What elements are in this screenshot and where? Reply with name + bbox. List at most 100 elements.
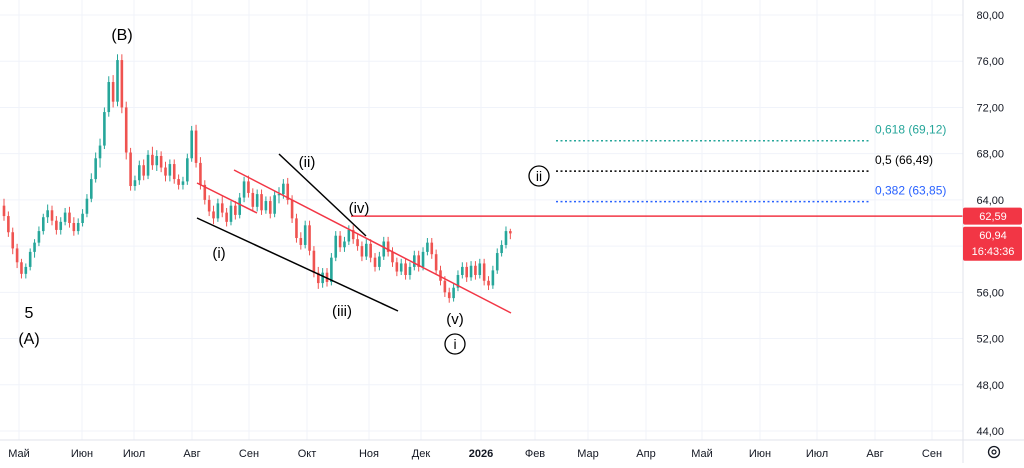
candle	[20, 258, 23, 279]
candle	[360, 241, 364, 262]
svg-text:i: i	[453, 336, 456, 352]
candle	[325, 268, 329, 287]
candle	[7, 211, 10, 237]
candle	[72, 217, 76, 236]
candle	[399, 258, 403, 275]
candle	[207, 195, 211, 217]
fib-level-label: 0,382 (63,85)	[875, 184, 946, 198]
last-price-badge: 60,94 16:43:36	[963, 226, 1022, 261]
candle	[277, 187, 281, 204]
candle	[203, 180, 207, 205]
price-tick-label: 80,00	[976, 10, 1004, 22]
candle	[41, 213, 45, 235]
candle	[63, 207, 67, 226]
candle	[378, 251, 381, 271]
price-tick-label: 64,00	[976, 195, 1004, 207]
candle	[98, 138, 102, 168]
time-tick-label: Июн	[749, 448, 771, 460]
candle	[500, 240, 503, 257]
candle	[482, 258, 486, 286]
time-tick-label: Сен	[922, 448, 942, 460]
candle	[81, 209, 84, 227]
candle	[439, 265, 442, 286]
candle	[495, 248, 499, 274]
time-tick-label: Сен	[239, 448, 259, 460]
candle	[303, 220, 307, 249]
candle	[247, 175, 250, 198]
price-line-badge: 62,59	[963, 207, 1022, 225]
candle	[469, 261, 473, 281]
price-tick-label: 44,00	[976, 426, 1004, 438]
wave-label-ii-circled: ii	[528, 165, 550, 187]
candle	[509, 228, 512, 240]
candle	[159, 151, 163, 173]
candle	[386, 236, 390, 257]
time-tick-label: 2026	[469, 448, 493, 460]
candle	[369, 239, 372, 263]
candle	[356, 234, 359, 251]
candle	[85, 194, 89, 218]
fib-level-label: 0,5 (66,49)	[875, 153, 933, 167]
time-tick-label: Фев	[525, 448, 545, 460]
badge-price-text: 62,59	[979, 211, 1007, 223]
candle	[295, 213, 298, 243]
candle	[94, 152, 97, 183]
time-tick-label: Ноя	[359, 448, 379, 460]
candle	[229, 201, 233, 226]
candle	[316, 266, 320, 289]
candle	[50, 205, 54, 226]
candle	[220, 196, 224, 218]
time-tick-label: Мар	[577, 448, 599, 460]
badge-countdown-text: 16:43:36	[972, 246, 1015, 258]
candle	[452, 283, 455, 302]
trendline-wave-i-red	[196, 182, 258, 214]
wave-label-i-circled: i	[444, 333, 466, 355]
price-tick-label: 68,00	[976, 149, 1004, 161]
trendline-lower-black	[196, 217, 399, 312]
candle	[334, 231, 338, 262]
candle	[343, 236, 346, 252]
candle	[164, 161, 167, 182]
candle	[133, 175, 137, 191]
candle	[37, 226, 41, 247]
price-tick-label: 72,00	[976, 102, 1004, 114]
candle	[465, 262, 468, 282]
time-tick-label: Авг	[183, 448, 200, 460]
candle	[234, 201, 237, 220]
wave-label-B: (B)	[111, 27, 132, 44]
candle	[255, 189, 259, 212]
candle	[103, 107, 106, 150]
candle	[151, 146, 154, 170]
candle	[268, 196, 272, 219]
candle	[391, 247, 394, 267]
gear-icon[interactable]	[987, 445, 1001, 459]
wave-label-v-minor: (v)	[446, 311, 464, 328]
candle	[11, 227, 15, 255]
candle	[299, 232, 303, 250]
candle	[321, 268, 324, 288]
price-tick-label: 48,00	[976, 380, 1004, 392]
candle	[487, 276, 490, 291]
candle	[264, 196, 268, 214]
candle	[181, 176, 185, 190]
grid	[0, 0, 963, 440]
candle	[111, 75, 115, 108]
candle	[24, 263, 28, 279]
candle	[129, 147, 132, 191]
candle	[59, 217, 63, 235]
price-tick-label: 76,00	[976, 56, 1004, 68]
candle	[2, 198, 6, 221]
candle	[76, 218, 80, 235]
wave-label-i-minor: (i)	[212, 245, 225, 262]
trendline-upper-red	[233, 169, 512, 314]
candle	[426, 238, 429, 256]
candle	[68, 206, 71, 228]
candle	[504, 226, 508, 249]
candle	[168, 159, 172, 182]
candle	[242, 176, 246, 203]
candle	[417, 250, 420, 272]
time-tick-label: Июн	[71, 448, 93, 460]
candle	[186, 153, 189, 185]
